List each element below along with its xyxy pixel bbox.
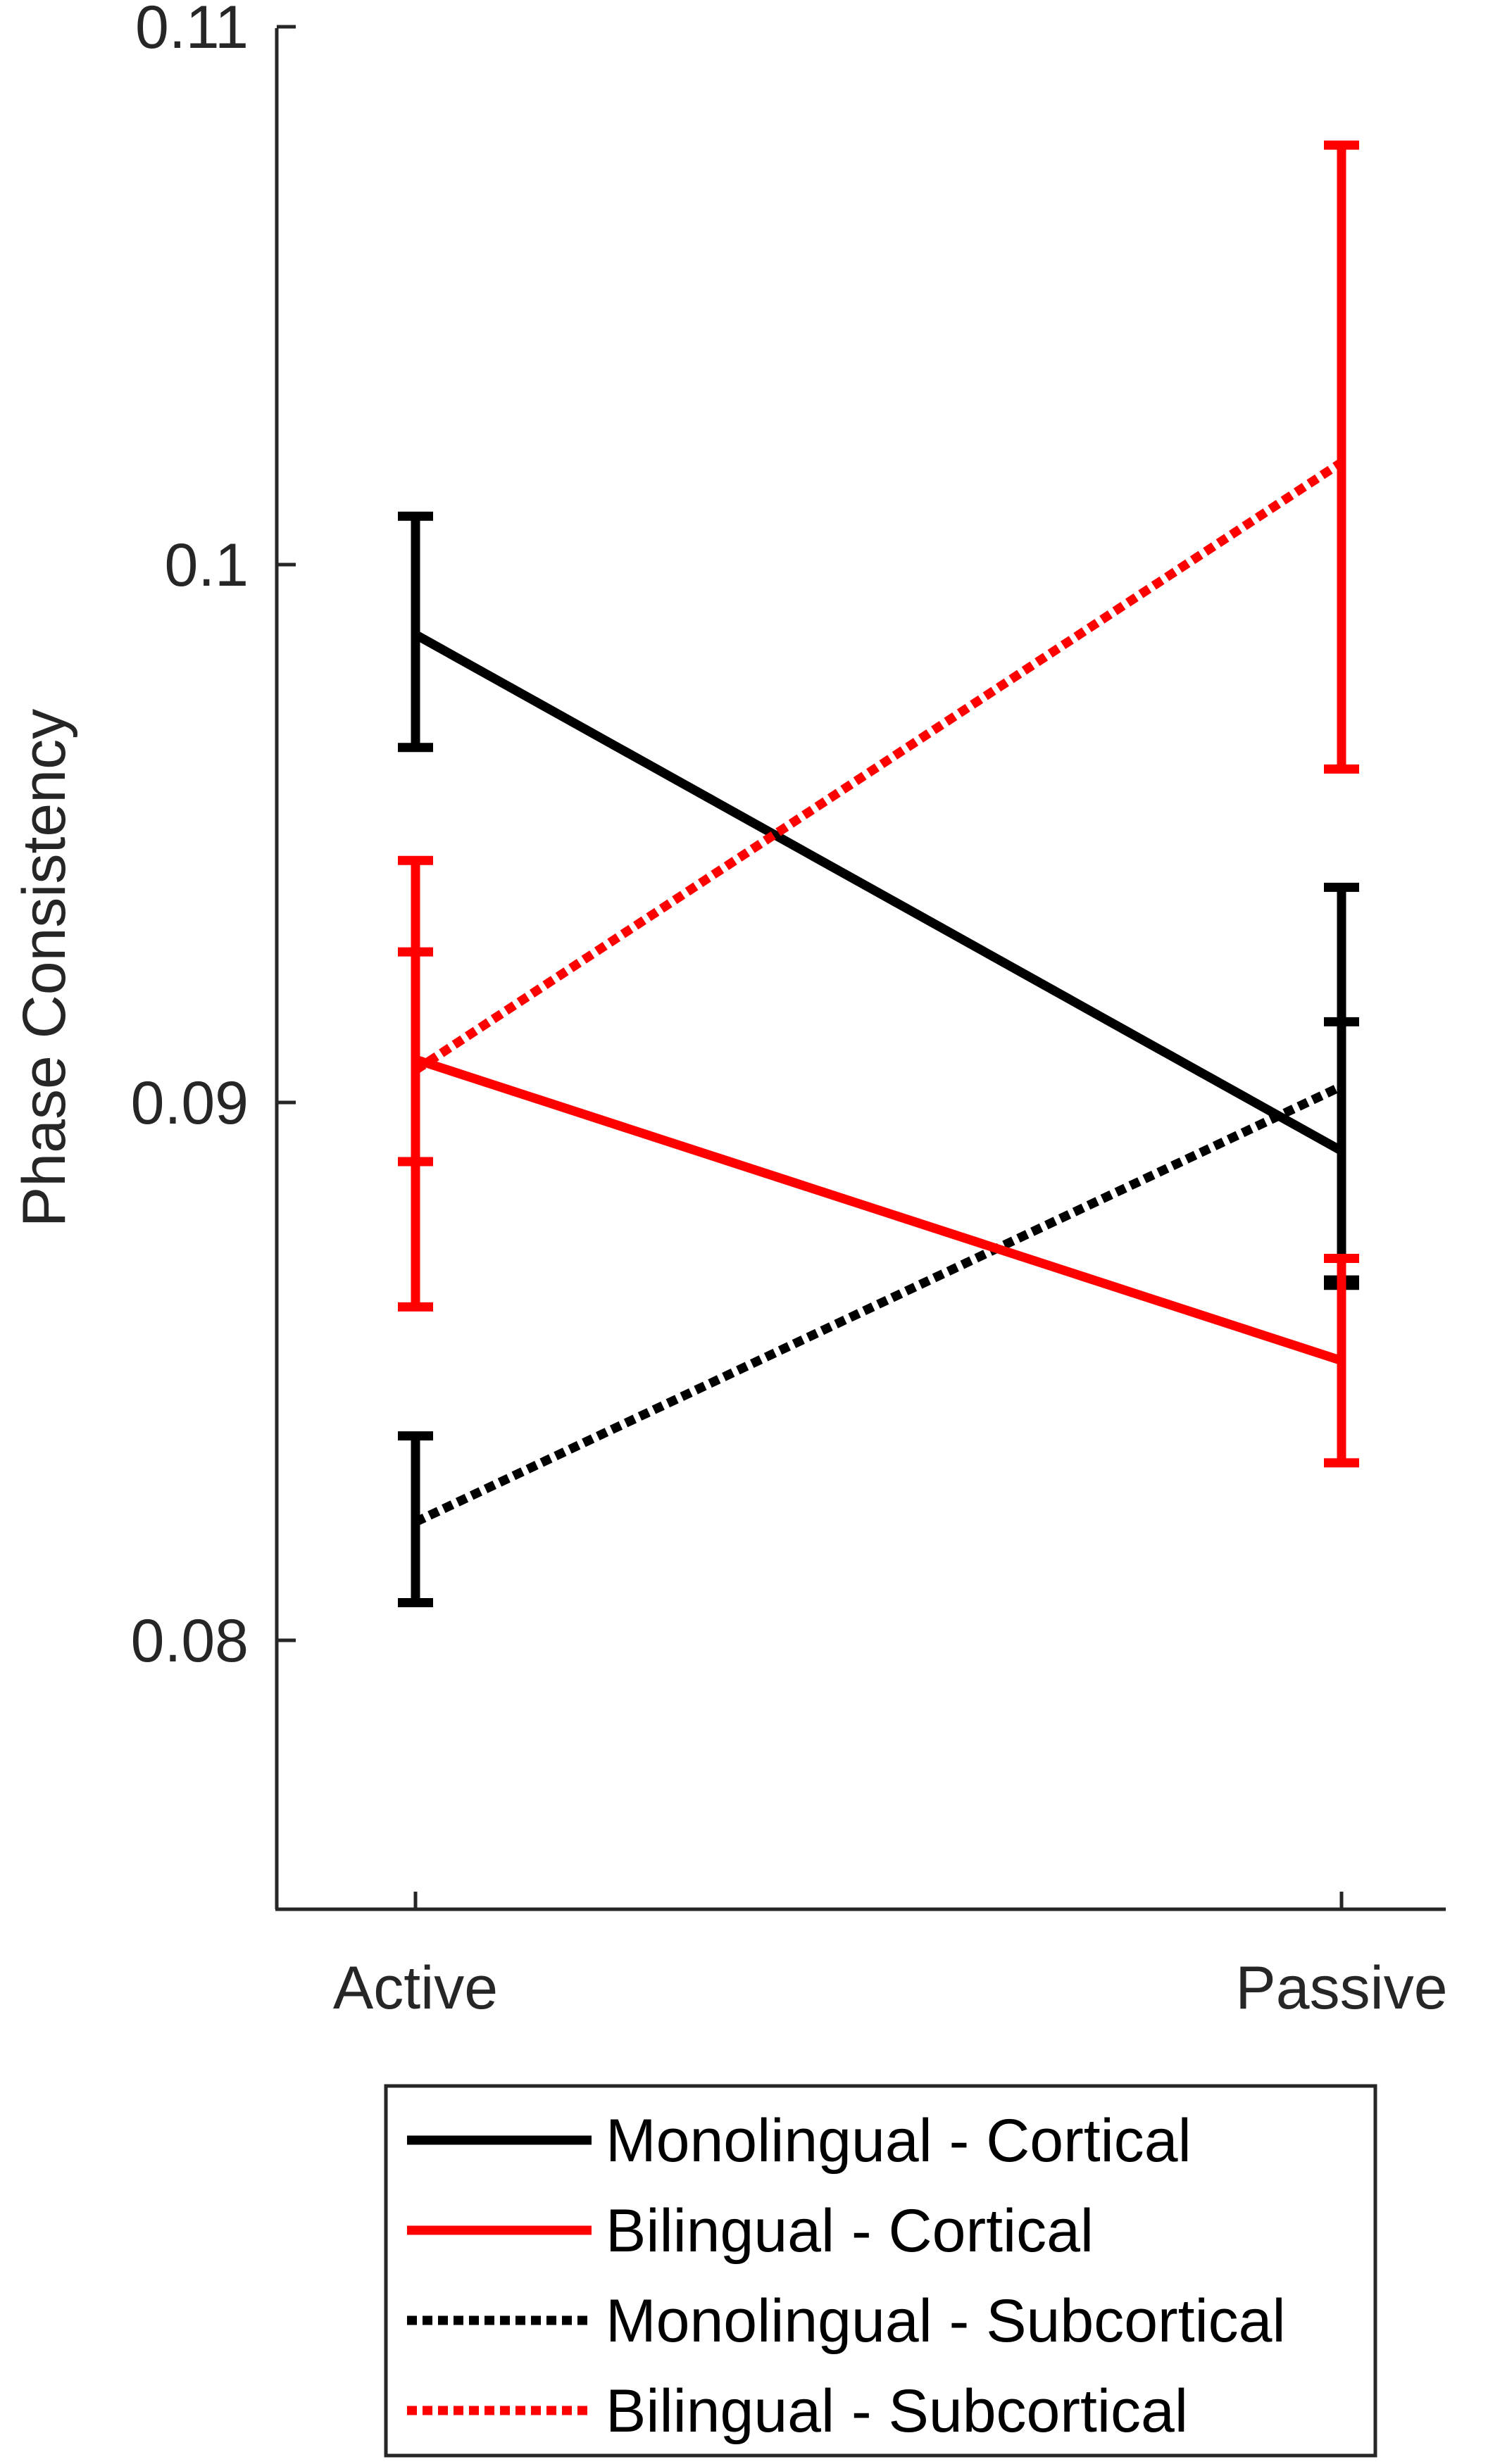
series-line [413, 458, 1344, 1074]
y-tick-label: 0.08 [131, 1607, 249, 1675]
series-line [413, 1082, 1344, 1526]
legend-box [384, 2084, 1377, 2458]
y-axis-title: Phase Consistency [11, 709, 78, 1227]
series-group [398, 140, 1359, 1312]
legend-label: Monolingual - Subcortical [606, 2287, 1286, 2355]
series-group [398, 882, 1359, 1608]
series-line [413, 630, 1344, 1155]
x-tick-label: Passive [1235, 1954, 1447, 2022]
y-tick-label: 0.11 [135, 0, 249, 61]
axis-ticks: 0.08 0.09 0.1 0.11 Active Passive [131, 0, 1448, 2022]
y-tick-label: 0.09 [131, 1069, 249, 1137]
x-tick-label: Active [333, 1954, 498, 2022]
axes [275, 28, 1446, 1911]
legend-label: Bilingual - Subcortical [606, 2377, 1188, 2445]
series-group [398, 947, 1359, 1468]
legend: Monolingual - Cortical Bilingual - Cortic… [384, 2084, 1377, 2458]
series-line [413, 1055, 1344, 1365]
legend-label: Monolingual - Cortical [606, 2107, 1192, 2175]
y-tick-label: 0.1 [164, 532, 249, 599]
series-group [398, 511, 1359, 1290]
legend-label: Bilingual - Cortical [606, 2197, 1094, 2265]
plot-marks [398, 140, 1359, 1608]
